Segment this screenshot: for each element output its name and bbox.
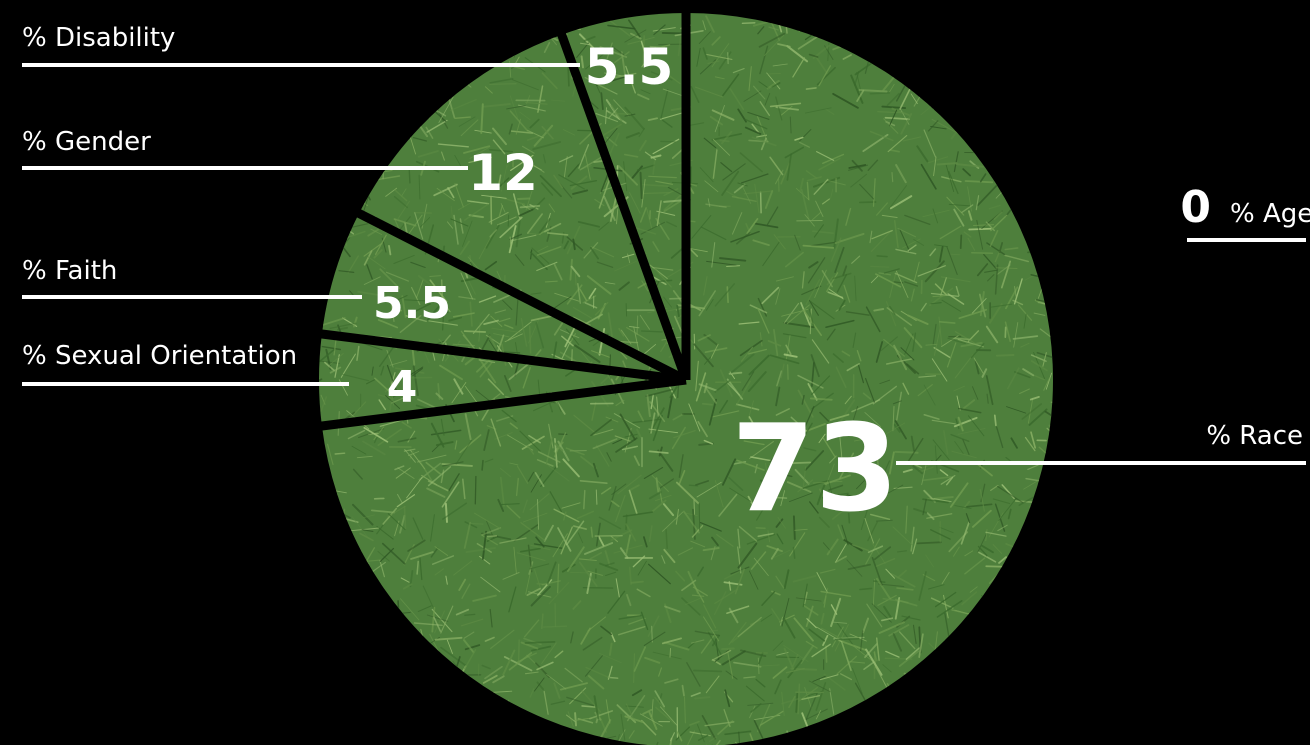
leader-lines: [22, 63, 1306, 465]
value-label-sexual-orientation: 4: [387, 362, 418, 413]
category-label-gender: % Gender: [22, 127, 151, 157]
value-label-faith: 5.5: [373, 278, 451, 329]
slice-separator: [556, 31, 691, 382]
value-label-gender: 12: [468, 144, 538, 202]
value-label-age: 0: [1180, 182, 1211, 233]
pie-text: 73 % Race 4 % Sexual Orientation 5.5 % Faith 1…: [22, 23, 1310, 539]
slice-separator: [319, 329, 687, 385]
category-label-disability: % Disability: [22, 23, 175, 53]
pie-slice-sexual-orientation: [318, 334, 686, 426]
category-label-sexual-orientation: % Sexual Orientation: [22, 341, 297, 371]
slice-separators: [319, 11, 691, 431]
slice-separator: [319, 375, 687, 431]
category-label-race: % Race: [1206, 421, 1303, 451]
category-label-age: % Age: [1230, 199, 1310, 229]
category-label-faith: % Faith: [22, 256, 117, 286]
value-label-disability: 5.5: [585, 38, 674, 96]
slice-separator: [355, 208, 689, 385]
value-label-race: 73: [732, 400, 899, 539]
